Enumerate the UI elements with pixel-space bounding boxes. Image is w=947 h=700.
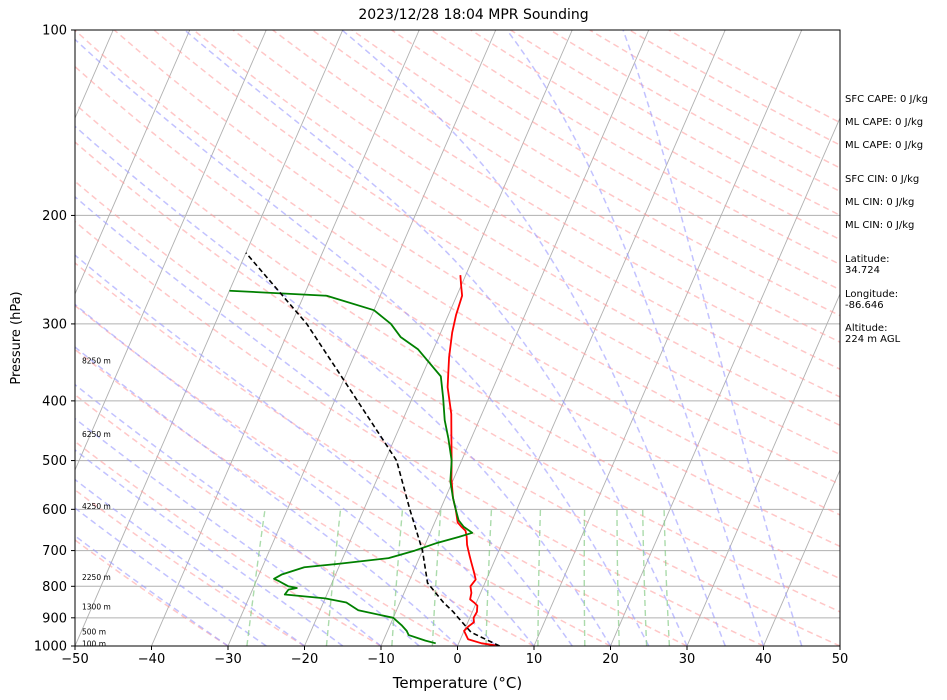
moist-adiabat-line — [341, 30, 726, 646]
mixing-ratio-line — [246, 509, 266, 646]
dry-adiabat-line — [75, 393, 458, 646]
y-tick-label: 700 — [42, 544, 67, 559]
moist-adiabat-line — [75, 507, 267, 646]
y-tick-label: 100 — [42, 24, 67, 39]
x-tick-label: 30 — [679, 652, 696, 667]
mixing-ratio-line — [325, 509, 342, 646]
x-tick-label: −30 — [214, 652, 241, 667]
dewpoint-profile — [229, 289, 474, 645]
isotherm-line — [610, 116, 840, 646]
dry-adiabat-line — [153, 30, 840, 456]
y-tick-label: 300 — [42, 317, 67, 332]
y-tick-label: 900 — [42, 611, 67, 626]
moist-adiabat-line — [75, 254, 535, 646]
temperature-profile — [446, 275, 500, 646]
isotherm-line — [457, 30, 726, 646]
ml-cin-text-2: ML CIN: 0 J/kg — [845, 220, 915, 231]
dry-adiabat-line — [75, 304, 611, 646]
x-tick-label: −40 — [138, 652, 165, 667]
isotherm-line — [75, 30, 344, 646]
ml-cin-text: ML CIN: 0 J/kg — [845, 197, 915, 208]
isotherm-line — [227, 30, 497, 646]
plot-area — [75, 30, 840, 646]
moist-adiabat-line — [75, 478, 305, 646]
x-tick-label: 50 — [832, 652, 849, 667]
dry-adiabat-line — [75, 30, 840, 516]
isotherm-line — [686, 292, 840, 646]
x-axis-label: Temperature (°C) — [392, 674, 522, 692]
height-label: 500 m — [82, 628, 106, 637]
dry-adiabat-line — [75, 141, 840, 613]
isotherm-line — [151, 30, 420, 646]
mixing-ratio-line — [537, 509, 542, 646]
dry-adiabat-line — [75, 180, 840, 646]
moist-adiabat-line — [75, 449, 344, 646]
moist-adiabat-line — [184, 30, 688, 646]
x-tick-label: −10 — [367, 652, 394, 667]
x-tick-label: 10 — [526, 652, 543, 667]
moist-adiabat-line — [75, 346, 459, 646]
y-tick-label: 800 — [42, 580, 67, 595]
plot-frame — [74, 29, 841, 647]
ml-cape-text: ML CAPE: 0 J/kg — [845, 117, 924, 128]
dry-adiabat-line — [193, 30, 840, 427]
height-label: 8250 m — [82, 357, 111, 366]
parcel-profile — [245, 252, 500, 646]
moist-adiabat-line — [75, 534, 229, 646]
isotherm-line — [763, 468, 840, 646]
moist-adiabat-line — [75, 125, 612, 646]
height-label: 4250 m — [82, 502, 111, 511]
sfc-cin-text: SFC CIN: 0 J/kg — [845, 174, 920, 185]
ml-cape-text-2: ML CAPE: 0 J/kg — [845, 140, 924, 151]
y-tick-label: 400 — [42, 394, 67, 409]
moist-adiabat-line — [75, 38, 650, 646]
moist-adiabat-line — [622, 30, 803, 646]
dry-adiabat-line — [75, 220, 764, 646]
isotherm-line — [380, 30, 650, 646]
dry-adiabat-line — [75, 102, 840, 580]
chart-title: 2023/12/28 18:04 MPR Sounding — [358, 7, 589, 23]
x-tick-label: −20 — [291, 652, 318, 667]
moist-adiabat-line — [506, 30, 765, 646]
dry-adiabat-line — [75, 488, 305, 646]
height-label: 6250 m — [82, 430, 111, 439]
x-tick-label: 40 — [755, 652, 772, 667]
moist-adiabat-line — [75, 383, 420, 646]
x-tick-label: 20 — [602, 652, 619, 667]
y-tick-label: 500 — [42, 454, 67, 469]
x-tick-label: 0 — [453, 652, 461, 667]
mixing-ratio-line — [616, 509, 620, 646]
y-axis-label: Pressure (hPa) — [9, 291, 24, 384]
latitude-text: Latitude: 34.724 — [845, 254, 890, 276]
dry-adiabat-line — [311, 30, 840, 343]
mixing-ratio-line — [642, 509, 648, 646]
dry-adiabat-line — [113, 30, 840, 486]
sfc-cape-text: SFC CAPE: 0 J/kg — [845, 94, 928, 105]
moist-adiabat-line — [75, 195, 573, 646]
isotherm-line — [75, 30, 267, 472]
dry-adiabat-line — [75, 348, 535, 646]
dry-adiabat-line — [351, 30, 840, 317]
dry-adiabat-line — [75, 262, 688, 646]
altitude-text: Altitude: 224 m AGL — [845, 323, 901, 345]
moist-adiabat-line — [75, 417, 382, 646]
isotherm-line — [75, 30, 191, 296]
dry-adiabat-line — [75, 539, 229, 646]
moist-adiabat-line — [75, 303, 497, 646]
y-tick-label: 1000 — [34, 640, 67, 655]
y-tick-label: 600 — [42, 503, 67, 518]
height-label: 1300 m — [82, 603, 111, 612]
longitude-text: Longitude: -86.646 — [845, 289, 899, 311]
height-label: 100 m — [82, 639, 106, 648]
x-tick-label: −50 — [61, 652, 88, 667]
dry-adiabat-line — [75, 440, 382, 646]
y-tick-label: 200 — [42, 209, 67, 224]
height-label: 2250 m — [82, 573, 111, 582]
mixing-ratio-line — [431, 509, 442, 646]
isotherm-line — [304, 30, 573, 646]
dry-adiabat-line — [75, 65, 840, 548]
